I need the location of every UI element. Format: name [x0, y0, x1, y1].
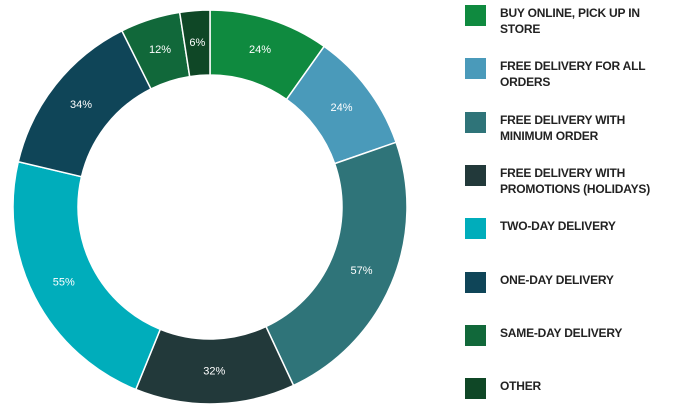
legend-item: FREE DELIVERY WITH PROMOTIONS (HOLIDAYS): [465, 164, 670, 197]
legend-item: BUY ONLINE, PICK UP IN STORE: [465, 5, 670, 37]
legend-label: BUY ONLINE, PICK UP IN STORE: [500, 6, 640, 36]
legend-item: OTHER: [465, 378, 670, 400]
legend-item: SAME-DAY DELIVERY: [465, 324, 670, 346]
legend-swatch: [465, 271, 486, 293]
legend-swatch: [465, 164, 486, 186]
legend-swatch: [465, 5, 486, 26]
legend-swatch: [465, 324, 486, 346]
legend-swatch: [465, 58, 486, 80]
legend-item: ONE-DAY DELIVERY: [465, 271, 670, 293]
legend-swatch: [465, 218, 486, 240]
legend-item: FREE DELIVERY FOR ALL ORDERS: [465, 58, 670, 90]
legend-label: ONE-DAY DELIVERY: [500, 272, 614, 287]
donut: 24% 24% 57% 32% 55% 34% 12% 6%: [12, 9, 408, 404]
legend-label: OTHER: [500, 379, 542, 394]
donut-segment: [178, 9, 211, 78]
data-label: 57%: [351, 265, 373, 277]
legend-label: FREE DELIVERY FOR ALL ORDERS: [500, 59, 646, 90]
donut-segment: [264, 141, 408, 387]
data-label: 34%: [70, 99, 92, 111]
data-label: 24%: [331, 102, 353, 114]
data-label: 55%: [53, 276, 75, 288]
data-label: 32%: [203, 365, 225, 377]
legend-item: FREE DELIVERY WITH MINIMUM ORDER: [465, 111, 670, 144]
legend-label: FREE DELIVERY WITH MINIMUM ORDER: [500, 112, 626, 143]
legend-item: TWO-DAY DELIVERY: [465, 218, 670, 240]
legend-swatch: [465, 111, 486, 133]
data-label: 6%: [189, 37, 205, 49]
legend-label: TWO-DAY DELIVERY: [500, 219, 616, 234]
data-label: 12%: [149, 44, 171, 56]
legend-swatch: [465, 378, 486, 400]
data-label: 24%: [249, 44, 271, 56]
legend-label: SAME-DAY DELIVERY: [500, 325, 623, 340]
legend-label: FREE DELIVERY WITH PROMOTIONS (HOLIDAYS): [500, 165, 651, 196]
donut-segment: [12, 160, 162, 391]
